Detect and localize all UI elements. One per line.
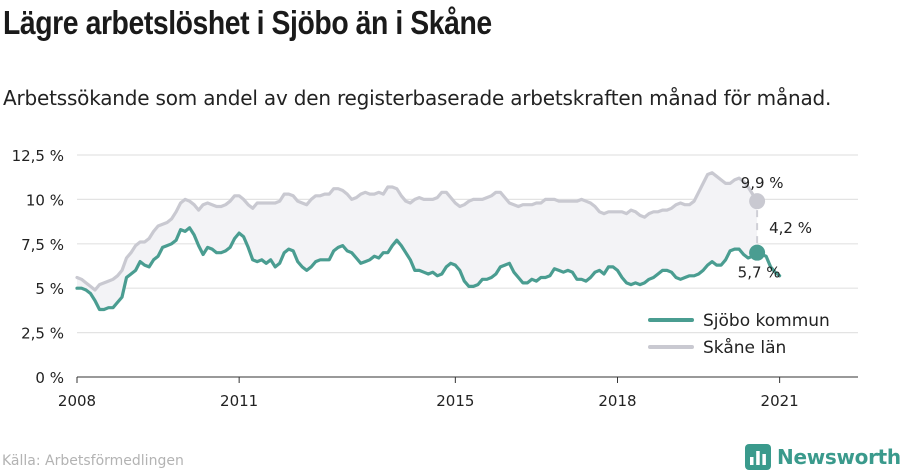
series-line-skane [75,171,759,292]
end-point-sjobo [749,244,766,261]
y-tick-label: 10 % [26,191,64,209]
x-tick-label: 2015 [436,392,474,410]
legend: Sjöbo kommun Skåne län [648,311,830,358]
y-tick-label: 2,5 % [21,325,64,343]
gap-fill [77,172,758,310]
end-label-sjobo: 5,7 % [738,264,781,282]
x-tick-label: 2021 [761,392,799,410]
y-tick-label: 7,5 % [21,236,64,254]
x-tick-label: 2018 [598,392,636,410]
chart-subtitle: Arbetssökande som andel av den registerb… [3,86,832,110]
end-point-skane [749,193,766,210]
bar-chart-icon [745,444,771,470]
x-tick-label: 2011 [220,392,258,410]
brand-name: Newsworthy [777,445,900,469]
gap-fill-layer [77,172,758,310]
series-lines [75,171,782,312]
difference-label: 4,2 % [769,219,812,237]
legend-label: Skåne län [703,337,786,358]
end-label-skane: 9,9 % [741,174,784,192]
y-tick-label: 5 % [35,280,64,298]
brand-logo-group[interactable]: Newsworthy [745,442,900,472]
x-tick-label: 2008 [58,392,96,410]
source-label: Källa: Arbetsförmedlingen [2,453,184,469]
y-tick-label: 12,5 % [12,147,64,165]
chart-title: Lägre arbetslöshet i Sjöbo än i Skåne [3,4,492,41]
x-axis: 2008 2011 2015 2018 2021 [58,377,799,410]
annotations: 9,9 % 5,7 % 4,2 % [738,174,812,282]
y-tick-label: 0 % [35,369,64,387]
series-line-sjobo [75,226,782,312]
legend-label: Sjöbo kommun [703,311,830,331]
